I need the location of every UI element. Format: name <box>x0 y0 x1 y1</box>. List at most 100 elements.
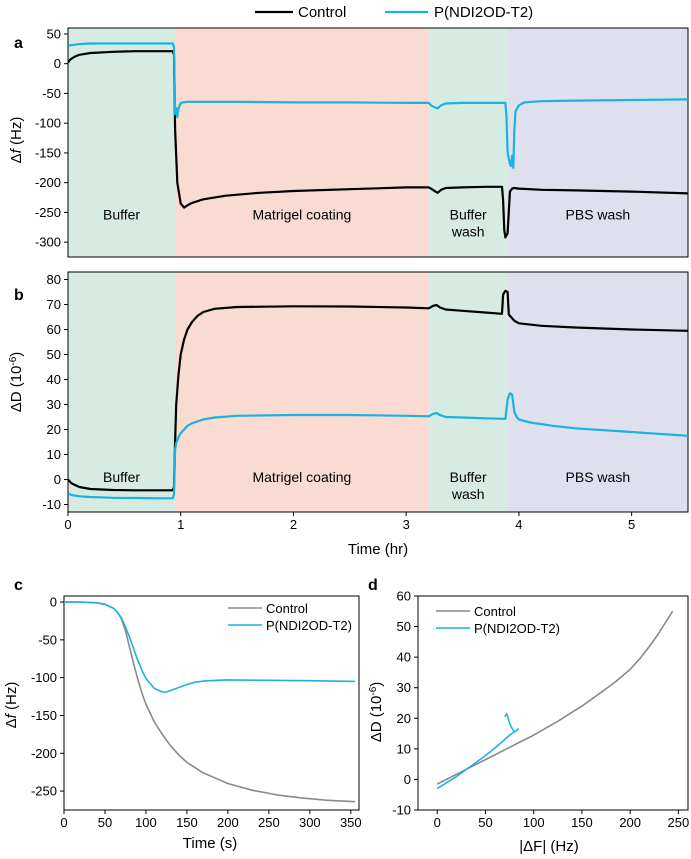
y-tick-label: -50 <box>42 86 61 101</box>
panel-b-ylabel: ΔD (10-6) <box>8 352 26 413</box>
y-tick-label: -100 <box>31 670 57 685</box>
y-tick-label: 20 <box>397 711 411 726</box>
y-tick-label: 50 <box>47 26 61 41</box>
y-tick-label: 50 <box>47 347 61 362</box>
region-label-buffer-wash: Buffer wash <box>450 207 487 240</box>
panel-c: c 0 -50 -100 -150 -200 -250 0 50 100 150 200 250 300… <box>3 577 362 852</box>
panel-label-c: c <box>14 577 23 594</box>
y-tick-label: -300 <box>35 235 61 250</box>
region-label-matrigel-coating: Matrigel coating <box>252 207 351 223</box>
x-tick-label: 0 <box>60 815 67 830</box>
region-label-pbs-wash: PBS wash <box>566 207 631 223</box>
panel-d-xlabel: |ΔF| (Hz) <box>519 838 578 855</box>
legend-control-label: Control <box>266 601 308 616</box>
y-tick-label: 0 <box>54 56 61 71</box>
plot-frame <box>63 595 360 811</box>
x-tick-label: 50 <box>478 815 492 830</box>
series-polymer-line <box>68 42 688 169</box>
y-tick-label: 40 <box>397 650 411 665</box>
y-tick-label: 0 <box>54 472 61 487</box>
panel-d-ylabel: ΔD (10-6) <box>368 682 386 743</box>
series-polymer-line <box>436 712 520 790</box>
region-pbs-wash <box>507 28 688 257</box>
x-tick-label: 300 <box>299 815 321 830</box>
series-control-line <box>68 50 688 239</box>
y-tick-label: -250 <box>35 205 61 220</box>
legend-polymer-label: P(NDI2OD-T2) <box>434 4 533 21</box>
x-tick-label: 250 <box>668 815 690 830</box>
x-tick-label: 4 <box>515 517 522 532</box>
panel-c-ylabel: Δf (Hz) <box>3 682 20 729</box>
region-label-buffer: Buffer <box>103 207 140 223</box>
region-pbs-wash <box>507 272 688 512</box>
y-tick-label: 60 <box>397 589 411 604</box>
legend-control-label: Control <box>474 604 516 619</box>
x-tick-label: 350 <box>340 815 362 830</box>
y-tick-label: 70 <box>47 297 61 312</box>
x-tick-label: 3 <box>403 517 410 532</box>
x-tick-label: 5 <box>628 517 635 532</box>
x-tick-label: 0 <box>434 815 441 830</box>
series-polymer-line <box>64 601 355 693</box>
panel-a: a Buffer Matrigel coating Buffer wash PBS wa… <box>8 26 689 258</box>
y-tick-label: 20 <box>47 422 61 437</box>
x-tick-label: 100 <box>135 815 157 830</box>
y-tick-label: 80 <box>47 272 61 287</box>
x-tick-label: 200 <box>217 815 239 830</box>
legend-polymer-label: P(NDI2OD-T2) <box>474 621 560 636</box>
region-matrigel-coating <box>175 28 429 257</box>
legend-polymer-label: P(NDI2OD-T2) <box>266 618 352 633</box>
y-tick-label: -10 <box>392 803 411 818</box>
x-tick-label: 200 <box>619 815 641 830</box>
x-tick-label: 250 <box>258 815 280 830</box>
top-legend: Control P(NDI2OD-T2) <box>255 4 533 21</box>
panel-a-plot: Buffer Matrigel coating Buffer wash PBS wash… <box>35 26 689 258</box>
panel-b-plot: Buffer Matrigel coating Buffer wash PBS wash… <box>42 271 689 532</box>
plot-frame <box>417 595 689 811</box>
y-tick-label: 0 <box>404 772 411 787</box>
x-tick-label: 2 <box>290 517 297 532</box>
panel-c-plot: 0 -50 -100 -150 -200 -250 0 50 100 150 200 250 300 35… <box>31 595 362 830</box>
y-tick-label: -10 <box>42 497 61 512</box>
y-tick-label: -150 <box>31 708 57 723</box>
plot-frame <box>67 271 689 513</box>
region-label-pbs-wash: PBS wash <box>566 469 631 485</box>
panel-c-xlabel: Time (s) <box>183 835 237 852</box>
region-buffer <box>68 28 176 257</box>
x-tick-label: 0 <box>64 517 71 532</box>
x-tick-label: 50 <box>98 815 112 830</box>
y-tick-label: 10 <box>397 741 411 756</box>
region-matrigel-coating <box>175 272 429 512</box>
panel-b-xlabel: Time (hr) <box>348 541 408 558</box>
y-tick-label: 40 <box>47 372 61 387</box>
y-tick-label: 60 <box>47 322 61 337</box>
region-buffer <box>68 272 176 512</box>
y-tick-label: 30 <box>397 680 411 695</box>
panel-a-ylabel: Δf (Hz) <box>8 117 25 164</box>
series-control-line <box>436 610 674 785</box>
y-tick-label: 30 <box>47 397 61 412</box>
y-tick-label: -200 <box>35 175 61 190</box>
panel-label-d: d <box>368 577 378 594</box>
panel-label-b: b <box>14 287 24 304</box>
series-polymer-line <box>68 392 688 500</box>
plot-frame <box>67 27 689 258</box>
region-label-buffer-wash: Buffer wash <box>450 469 487 502</box>
series-control-line <box>68 289 688 492</box>
legend-control-label: Control <box>298 4 346 21</box>
y-tick-label: -150 <box>35 145 61 160</box>
y-tick-label: 0 <box>50 595 57 610</box>
panel-b: b Buffer Matrigel coating Buffer wash PBS wa… <box>8 271 689 558</box>
region-buffer-wash <box>428 28 508 257</box>
y-tick-label: 50 <box>397 619 411 634</box>
y-tick-label: -250 <box>31 784 57 799</box>
y-tick-label: -50 <box>38 632 57 647</box>
region-label-buffer: Buffer <box>103 469 140 485</box>
x-tick-label: 150 <box>176 815 198 830</box>
y-tick-label: 10 <box>47 447 61 462</box>
y-tick-label: -200 <box>31 746 57 761</box>
x-tick-label: 100 <box>523 815 545 830</box>
